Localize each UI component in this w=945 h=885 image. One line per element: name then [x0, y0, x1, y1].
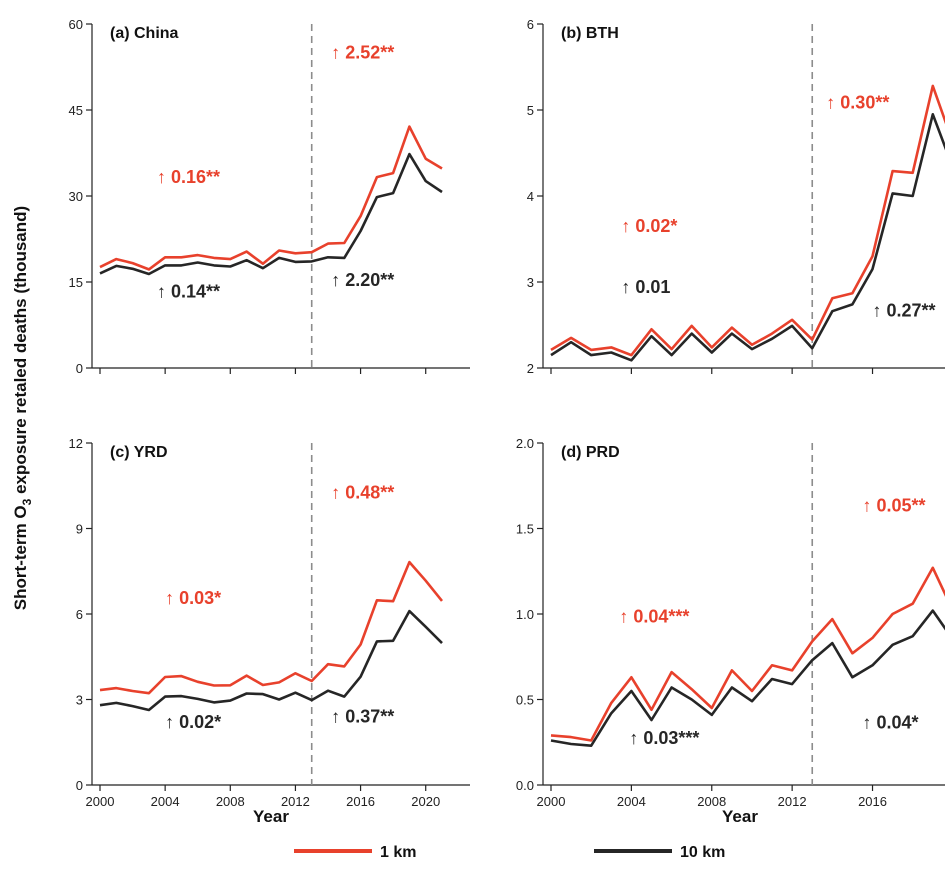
- y-tick-label: 45: [69, 103, 83, 118]
- panel-title: (c) YRD: [110, 444, 168, 461]
- y-tick-label: 6: [76, 607, 83, 622]
- trend-annotation: ↑ 0.05**: [862, 495, 925, 515]
- trend-annotation: ↑ 0.14**: [157, 281, 220, 301]
- series-line-10km: [99, 152, 443, 276]
- panel-1: 2 3 4 5 6 (b) BTH ↑ 0.02* ↑ 0.01 ↑ 0.30** ↑ 0.27*…: [527, 17, 945, 376]
- trend-annotation: ↑ 0.04*: [862, 713, 918, 733]
- series-line-10km: [550, 113, 945, 362]
- x-tick-label: 2004: [151, 794, 180, 809]
- y-tick-label: 6: [527, 17, 534, 32]
- panel-2: 0 3 6 9 12 2000 2004 2008 2012 2016 2020 (c) YRD ↑ 0…: [69, 436, 470, 809]
- x-tick-label: 2008: [697, 794, 726, 809]
- y-tick-label: 2: [527, 361, 534, 376]
- y-axis-label-subscript: 3: [20, 498, 34, 505]
- trend-annotation: ↑ 0.04***: [619, 607, 689, 627]
- y-tick-label: 0.0: [516, 778, 534, 793]
- y-tick-label: 0: [76, 778, 83, 793]
- series-line-1km: [550, 84, 945, 357]
- y-tick-label: 1.0: [516, 607, 534, 622]
- x-tick-label: 2012: [778, 794, 807, 809]
- panel-title: (a) China: [110, 25, 179, 42]
- x-tick-label: 2000: [86, 794, 115, 809]
- y-tick-label: 3: [76, 693, 83, 708]
- trend-annotation: ↑ 0.01: [621, 277, 670, 297]
- x-tick-label: 2000: [537, 794, 566, 809]
- trend-annotation: ↑ 0.03***: [629, 728, 699, 748]
- series-line-10km: [550, 609, 945, 748]
- y-tick-label: 3: [527, 275, 534, 290]
- panel-0: 0 15 30 45 60 (a) China ↑ 0.16** ↑ 0.14** ↑ 2.52…: [69, 17, 470, 376]
- trend-annotation: ↑ 0.37**: [331, 706, 394, 726]
- series-line-1km: [99, 560, 444, 695]
- trend-annotation: ↑ 0.02*: [165, 712, 221, 732]
- y-axis-label: Short-term O3 exposure retaled deaths (t…: [11, 206, 34, 610]
- y-tick-label: 60: [69, 17, 83, 32]
- legend-label-10km: 10 km: [680, 844, 725, 861]
- y-tick-label: 9: [76, 522, 83, 537]
- y-tick-label: 0: [76, 361, 83, 376]
- trend-annotation: ↑ 2.52**: [331, 42, 394, 62]
- x-tick-label: 2016: [346, 794, 375, 809]
- trend-annotation: ↑ 0.03*: [165, 588, 221, 608]
- y-tick-label: 4: [527, 189, 534, 204]
- series-line-1km: [99, 125, 443, 271]
- series-line-10km: [99, 609, 443, 712]
- y-tick-label: 5: [527, 103, 534, 118]
- series-line-1km: [550, 566, 945, 742]
- y-tick-label: 1.5: [516, 522, 534, 537]
- trend-annotation: ↑ 2.20**: [331, 270, 394, 290]
- x-tick-label: 2012: [281, 794, 310, 809]
- y-tick-label: 2.0: [516, 436, 534, 451]
- y-tick-label: 0.5: [516, 693, 534, 708]
- legend: 1 km 10 km: [294, 844, 725, 861]
- trend-annotation: ↑ 0.27**: [873, 300, 936, 320]
- trend-annotation: ↑ 0.02*: [621, 216, 677, 236]
- trend-annotation: ↑ 0.30**: [826, 92, 889, 112]
- y-tick-label: 15: [69, 275, 83, 290]
- x-axis-label-right: Year: [722, 807, 758, 826]
- trend-annotation: ↑ 0.48**: [331, 483, 394, 503]
- x-tick-label: 2016: [858, 794, 887, 809]
- y-tick-label: 12: [69, 436, 83, 451]
- y-tick-label: 30: [69, 189, 83, 204]
- x-axis-label-left: Year: [253, 807, 289, 826]
- trend-annotation: ↑ 0.16**: [157, 167, 220, 187]
- x-tick-label: 2020: [411, 794, 440, 809]
- panel-title: (d) PRD: [561, 444, 620, 461]
- panel-3: 0.0 0.5 1.0 1.5 2.0 2000 2004 2008 2012 2016 (d) P…: [516, 436, 945, 809]
- panel-title: (b) BTH: [561, 25, 619, 42]
- legend-label-1km: 1 km: [380, 844, 416, 861]
- x-tick-label: 2004: [617, 794, 646, 809]
- x-tick-label: 2008: [216, 794, 245, 809]
